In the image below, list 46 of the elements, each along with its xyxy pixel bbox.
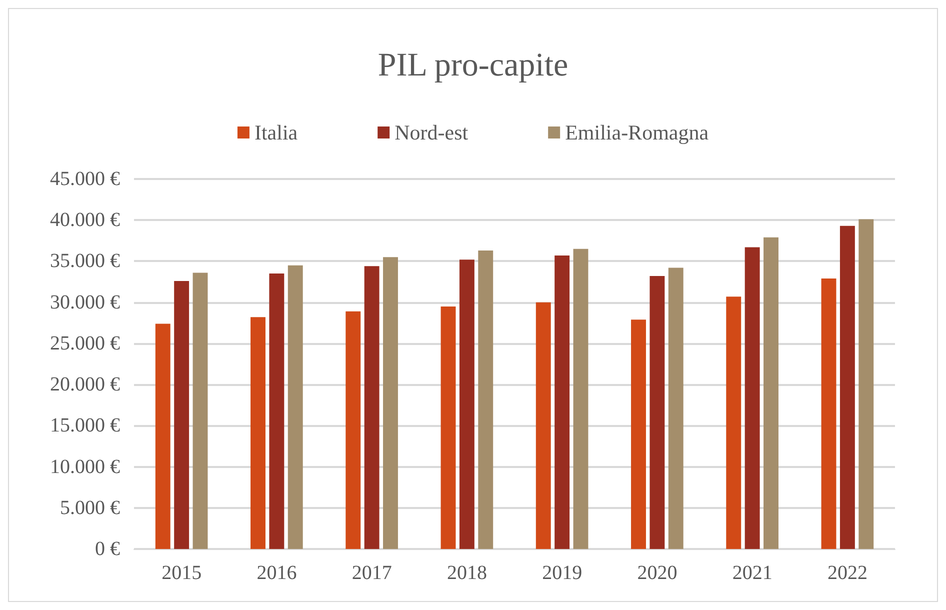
bar <box>554 255 570 549</box>
bar <box>459 260 474 549</box>
bar <box>364 266 380 549</box>
y-tick-label: 45.000 € <box>50 168 120 190</box>
bar <box>383 257 398 549</box>
bar <box>744 247 760 549</box>
bar <box>288 265 303 549</box>
x-tick-label: 2018 <box>446 562 487 584</box>
bar <box>440 306 456 549</box>
y-tick-label: 15.000 € <box>50 414 120 437</box>
x-tick-label: 2020 <box>637 562 678 584</box>
bar <box>155 324 170 549</box>
y-tick-label: 10.000 € <box>50 456 120 478</box>
bar <box>269 274 284 549</box>
legend-label: Nord-est <box>394 120 468 144</box>
y-tick-label: 25.000 € <box>50 332 120 354</box>
x-tick-label: 2021 <box>732 562 772 584</box>
legend-label: Italia <box>254 120 298 144</box>
x-tick-label: 2019 <box>542 562 582 584</box>
bar <box>631 320 646 549</box>
y-tick-label: 5.000 € <box>60 496 120 519</box>
bar <box>858 219 874 549</box>
y-tick-label: 30.000 € <box>50 291 120 314</box>
x-tick-label: 2017 <box>352 562 392 584</box>
bar <box>821 278 836 549</box>
y-tick-label: 40.000 € <box>50 209 120 232</box>
bar <box>573 248 588 549</box>
legend-label: Emilia-Romagna <box>565 120 710 144</box>
bar <box>650 276 665 549</box>
bar <box>668 268 684 549</box>
y-tick-label: 35.000 € <box>50 250 120 272</box>
x-tick-label: 2016 <box>256 562 297 584</box>
bar <box>840 226 855 549</box>
chart-title: PIL pro-capite <box>378 48 568 84</box>
x-tick-label: 2022 <box>827 562 868 584</box>
bar <box>478 250 494 549</box>
bar <box>250 317 266 549</box>
bar <box>536 302 551 549</box>
bar <box>174 280 190 549</box>
bar <box>346 311 361 549</box>
bar <box>764 237 778 549</box>
y-tick-label: 20.000 € <box>50 374 120 396</box>
bar <box>192 272 208 549</box>
y-tick-label: 0 € <box>95 538 120 560</box>
x-tick-label: 2015 <box>162 562 202 584</box>
bar <box>726 296 742 549</box>
